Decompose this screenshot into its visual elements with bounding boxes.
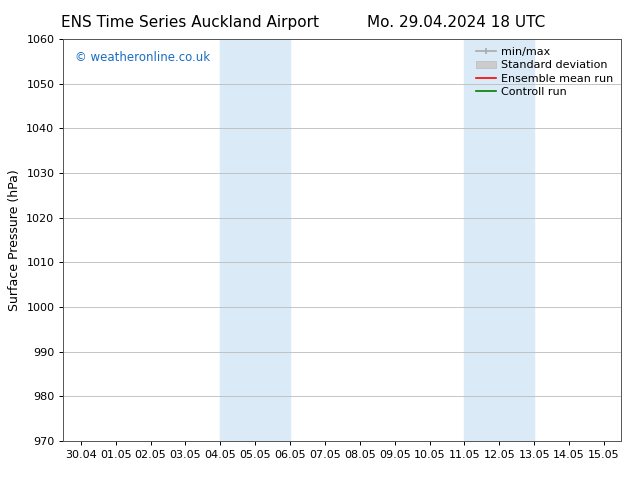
Bar [221,39,290,441]
Text: ENS Time Series Auckland Airport: ENS Time Series Auckland Airport [61,15,319,30]
Text: © weatheronline.co.uk: © weatheronline.co.uk [75,51,210,64]
Legend: min/max, Standard deviation, Ensemble mean run, Controll run: min/max, Standard deviation, Ensemble me… [474,45,616,99]
Y-axis label: Surface Pressure (hPa): Surface Pressure (hPa) [8,169,21,311]
Text: Mo. 29.04.2024 18 UTC: Mo. 29.04.2024 18 UTC [367,15,546,30]
Bar [464,39,534,441]
